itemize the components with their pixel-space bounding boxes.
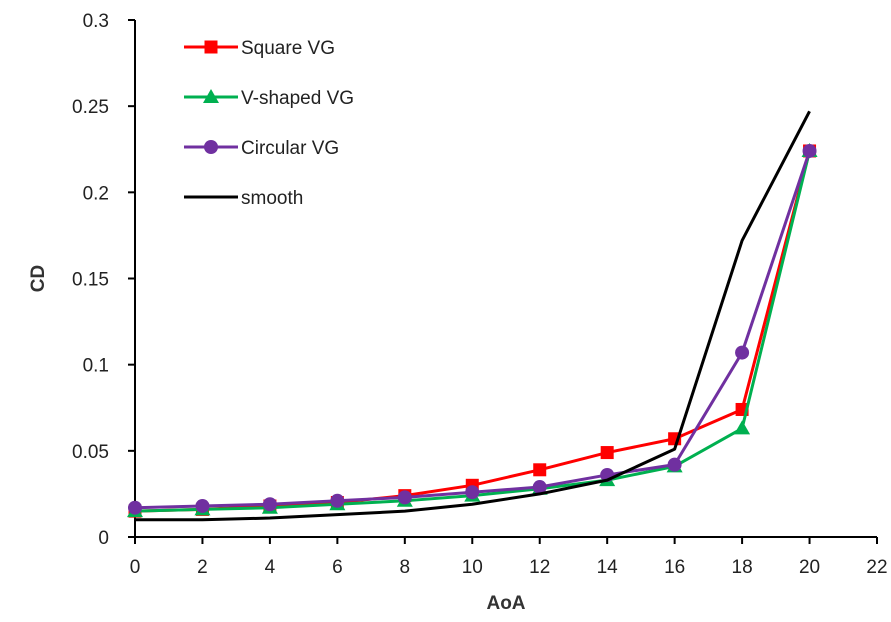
y-tick-label: 0.2: [83, 183, 109, 204]
circle-marker: [330, 493, 345, 508]
x-tick-label: 22: [866, 557, 887, 578]
triangle-marker: [203, 89, 219, 103]
circle-marker: [667, 457, 682, 472]
circle-marker: [204, 140, 218, 154]
x-tick-label: 10: [462, 557, 483, 578]
series-line: [135, 110, 811, 522]
x-tick-label: 20: [799, 557, 820, 578]
circle-marker: [802, 143, 817, 158]
axes: 0 2 4 6 8 10 12 14 16 18 20 22 0 0.05 0.1 0.15 0.2 0.25 0.…: [72, 11, 888, 578]
y-tick-label: 0.15: [72, 270, 109, 291]
x-axis-title: AoA: [486, 593, 525, 614]
legend-label: Circular VG: [241, 138, 339, 159]
x-tick-label: 16: [664, 557, 685, 578]
y-tick-label: 0.1: [83, 356, 109, 377]
series-line: [134, 150, 811, 510]
series-line: [134, 150, 812, 513]
x-tick-label: 0: [130, 557, 141, 578]
circle-marker: [195, 498, 210, 513]
y-tick-label: 0: [98, 528, 109, 549]
legend-item: Square VG: [184, 38, 335, 59]
legend-label: smooth: [241, 188, 303, 209]
circle-marker: [262, 497, 277, 512]
y-axis-title: CD: [28, 265, 49, 292]
circle-marker: [532, 480, 547, 495]
series-layer: [127, 110, 818, 522]
circle-marker: [128, 500, 142, 515]
legend-item: Circular VG: [184, 138, 339, 159]
y-tick-label: 0.25: [72, 97, 109, 118]
square-marker: [533, 463, 547, 477]
circle-marker: [735, 345, 750, 360]
circle-marker: [465, 485, 480, 500]
legend-item: smooth: [184, 188, 303, 209]
y-tick-label: 0.3: [83, 11, 109, 32]
legend: Square VG V-shaped VG Circular VG smooth: [184, 38, 354, 209]
series-line: [134, 150, 811, 513]
x-tick-label: 2: [197, 557, 208, 578]
legend-label: Square VG: [241, 38, 335, 59]
legend-label: V-shaped VG: [241, 88, 354, 109]
x-tick-label: 4: [265, 557, 276, 578]
x-tick-label: 12: [529, 557, 550, 578]
x-tick-label: 14: [597, 557, 619, 578]
x-tick-label: 18: [732, 557, 753, 578]
circle-marker: [397, 490, 412, 505]
series-smooth: [135, 110, 811, 522]
square-marker: [600, 446, 614, 460]
x-tick-label: 6: [332, 557, 343, 578]
series-circular-vg: [128, 143, 817, 515]
legend-item: V-shaped VG: [184, 88, 354, 109]
square-marker: [204, 40, 218, 54]
y-tick-label: 0.05: [72, 442, 109, 463]
triangle-marker: [734, 420, 751, 435]
x-tick-label: 8: [400, 557, 411, 578]
